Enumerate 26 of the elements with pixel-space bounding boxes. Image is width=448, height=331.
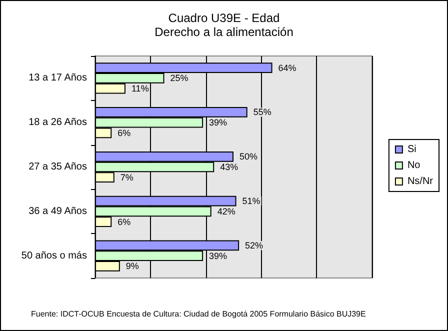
legend-label: No bbox=[407, 160, 421, 171]
y-tick-label: 18 a 26 Años bbox=[28, 117, 87, 128]
data-label: 50% bbox=[240, 152, 258, 162]
data-label: 64% bbox=[278, 62, 296, 73]
data-label: 42% bbox=[217, 206, 236, 216]
data-label: 51% bbox=[242, 196, 260, 206]
data-label: 25% bbox=[170, 73, 188, 84]
y-tick-label: 36 a 49 Años bbox=[28, 206, 87, 217]
legend-label: Ns/Nr bbox=[407, 176, 434, 187]
data-label: 39% bbox=[209, 118, 228, 128]
y-tick-label: 27 a 35 Años bbox=[28, 162, 87, 172]
data-label: 43% bbox=[220, 162, 238, 172]
source-note: Fuente: IDCT-OCUB Encuesta de Cultura: Ciudad de Bogotá 2005 Formulario Básico BUJ39E bbox=[31, 310, 366, 318]
data-label: 7% bbox=[120, 172, 134, 182]
data-label: 6% bbox=[118, 216, 131, 227]
data-label: 52% bbox=[245, 240, 264, 250]
data-label: 39% bbox=[209, 250, 228, 261]
data-label: 9% bbox=[126, 261, 139, 272]
legend-label: Si bbox=[407, 144, 416, 155]
chart-subtitle: Derecho a la alimentación bbox=[154, 25, 294, 39]
y-tick-label: 50 años o más bbox=[21, 250, 87, 262]
data-label: 11% bbox=[131, 84, 149, 94]
data-label: 55% bbox=[253, 107, 272, 118]
y-tick-label: 13 a 17 Años bbox=[28, 72, 87, 84]
data-label: 6% bbox=[118, 128, 131, 138]
chart-title: Cuadro U39E - Edad bbox=[168, 11, 280, 25]
